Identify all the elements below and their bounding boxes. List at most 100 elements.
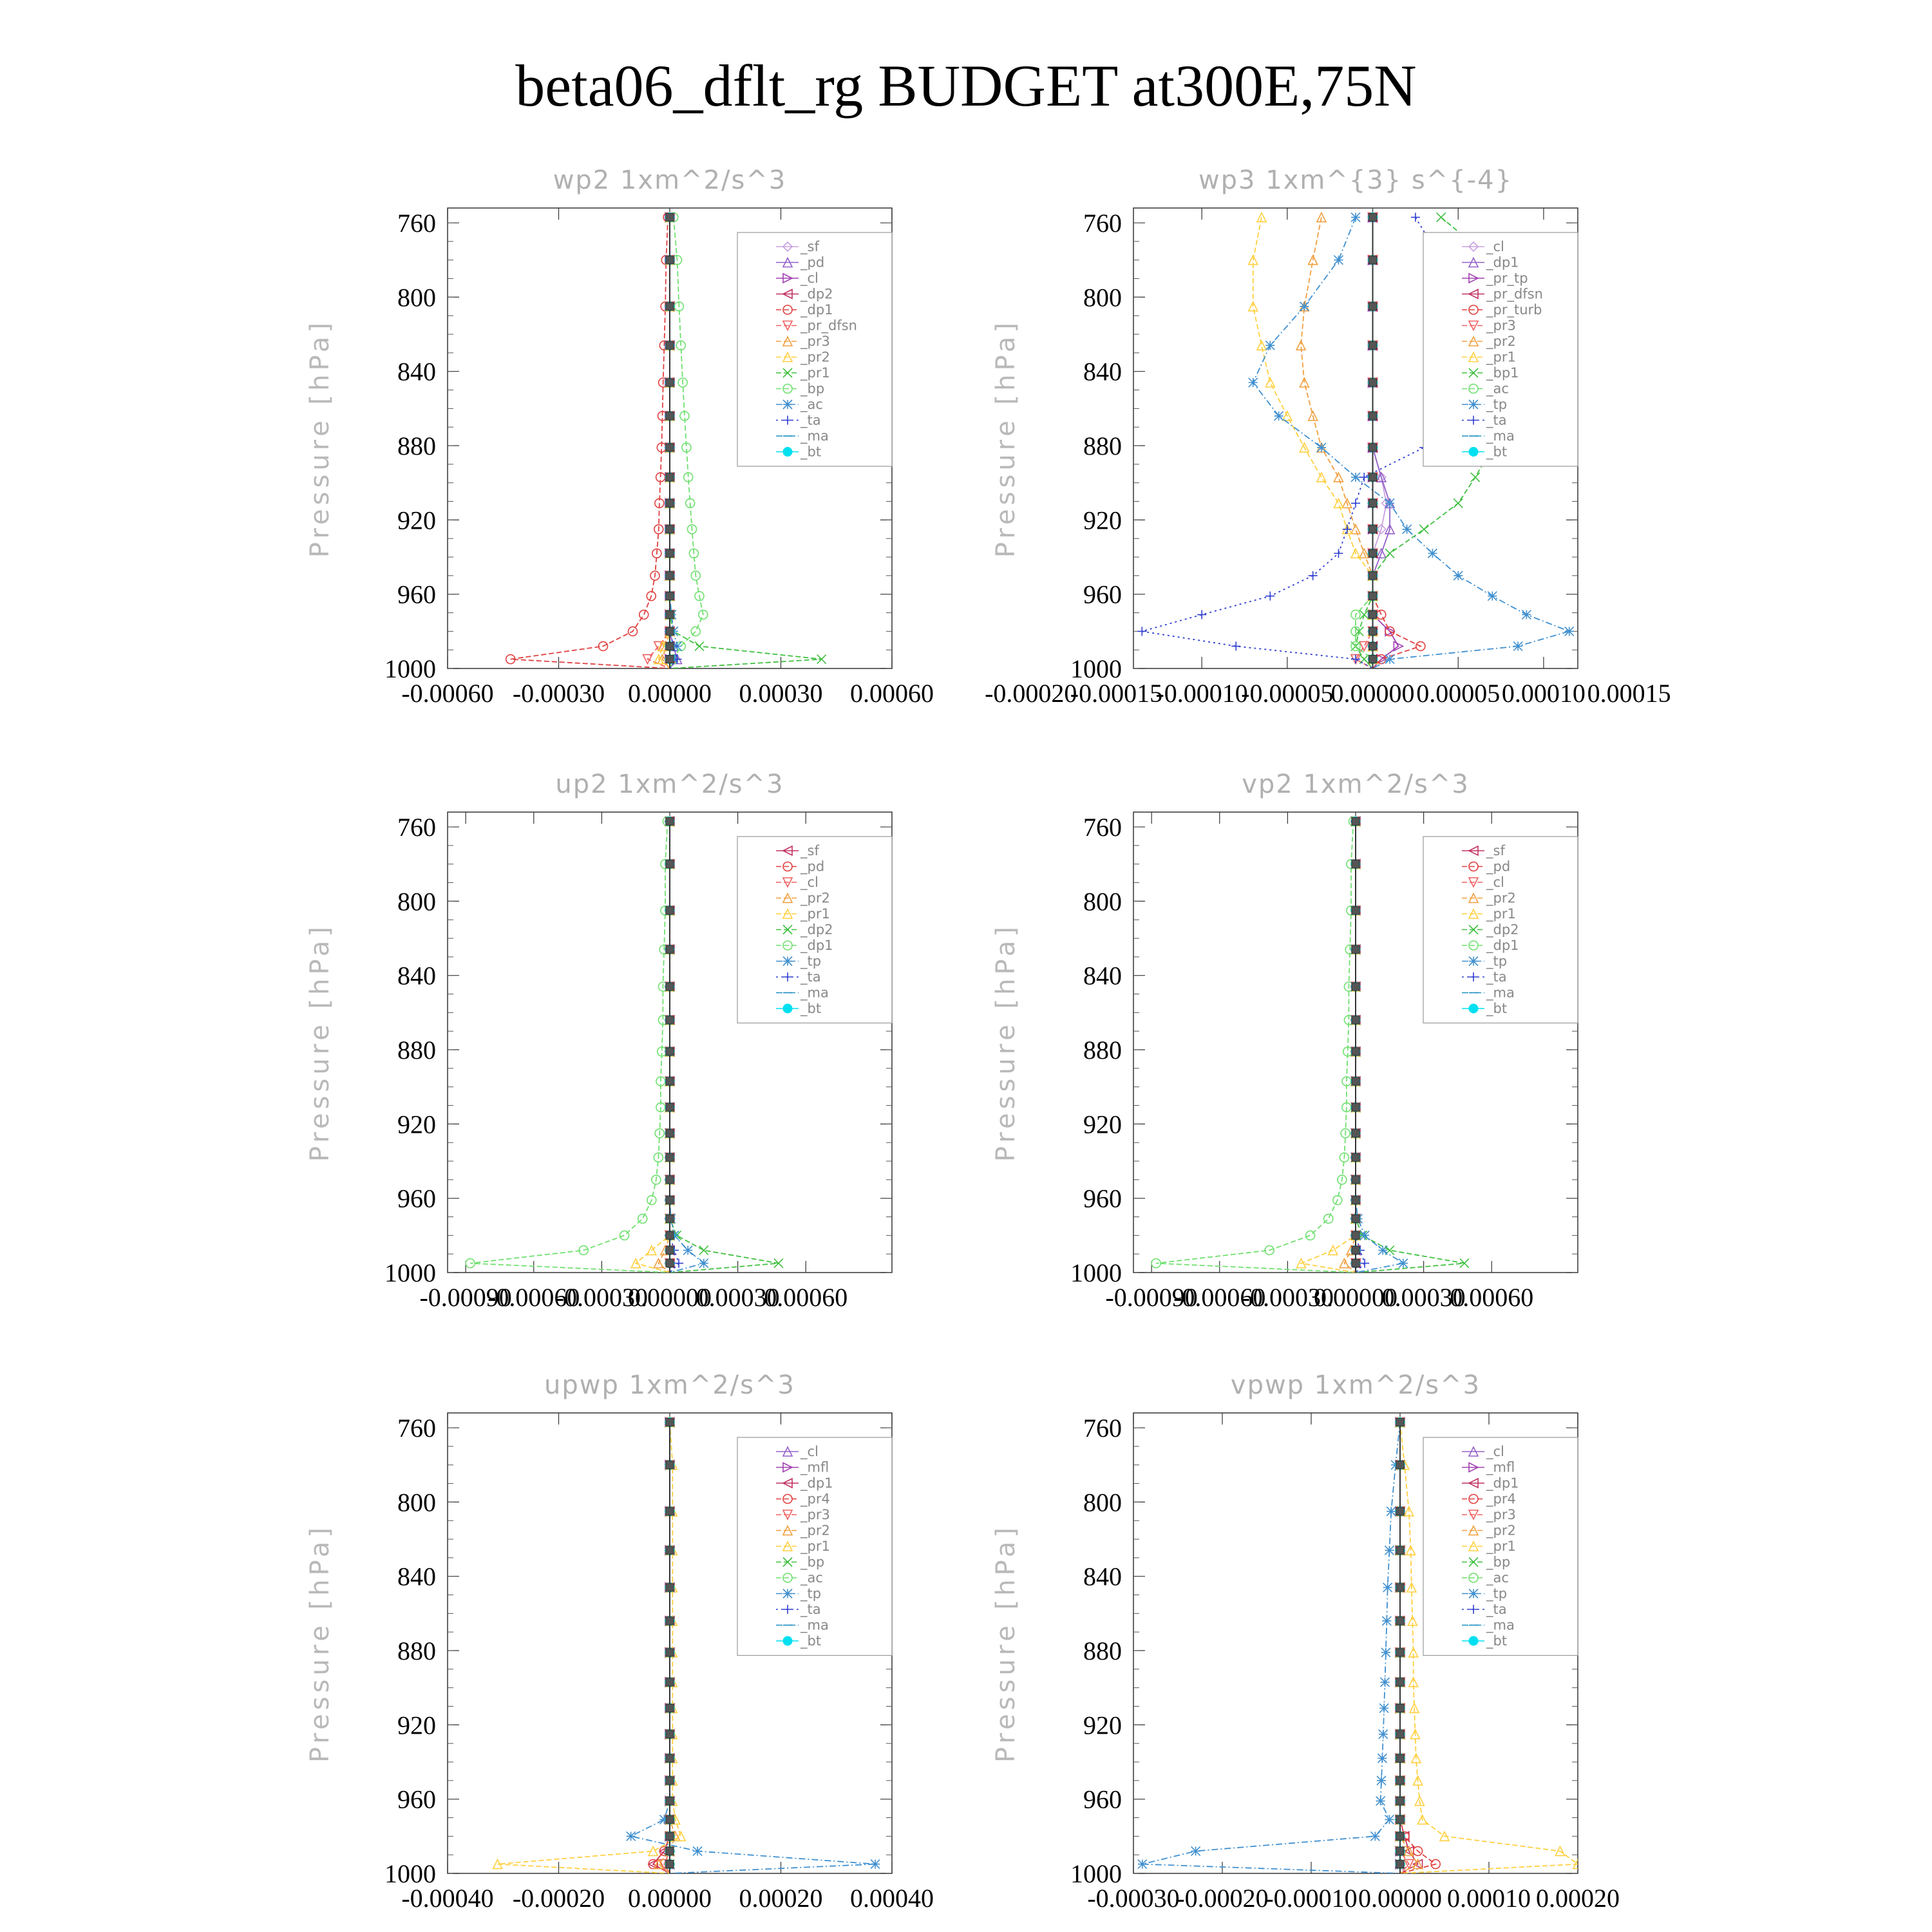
legend-label: _ta bbox=[1486, 413, 1507, 429]
legend-marker bbox=[1468, 892, 1479, 904]
data-point bbox=[1385, 548, 1395, 558]
chart-panel-2: wp3 1xm^{3} s^{-4} Pressure [hPa] 760 800 84… bbox=[985, 166, 1671, 708]
data-point bbox=[1410, 1752, 1422, 1764]
x-tick-label: 0.00020 bbox=[739, 1884, 823, 1913]
legend-marker bbox=[782, 336, 793, 346]
data-point bbox=[1368, 571, 1378, 580]
data-point bbox=[676, 340, 687, 351]
data-point bbox=[665, 1583, 674, 1592]
x-tick-label: 0.00000 bbox=[628, 679, 712, 708]
legend-marker bbox=[1468, 1510, 1479, 1520]
y-axis-label: Pressure [hPa] bbox=[991, 923, 1021, 1162]
legend-marker bbox=[782, 1636, 793, 1646]
data-point bbox=[665, 549, 674, 558]
data-point bbox=[1265, 377, 1276, 388]
legend-label: _cl bbox=[1486, 1444, 1504, 1460]
x-tick-label: 0.00000 bbox=[1331, 679, 1415, 708]
x-tick-label: -0.00005 bbox=[1241, 679, 1333, 708]
data-point bbox=[1351, 654, 1360, 664]
data-point bbox=[1453, 571, 1463, 581]
data-point bbox=[1396, 1846, 1405, 1855]
data-point bbox=[1337, 1175, 1347, 1185]
data-point bbox=[1351, 1153, 1360, 1162]
data-point bbox=[665, 256, 674, 265]
x-tick-label: 0.00005 bbox=[1416, 679, 1500, 708]
legend-marker bbox=[1468, 1524, 1479, 1536]
data-point bbox=[665, 571, 674, 580]
x-tick-label: -0.00040 bbox=[401, 1884, 493, 1913]
data-point bbox=[1351, 1196, 1360, 1205]
data-point bbox=[1351, 860, 1360, 869]
data-point bbox=[1350, 641, 1361, 652]
x-tick-label: 0.00020 bbox=[1536, 1884, 1620, 1913]
legend-label: _ta bbox=[1486, 1602, 1507, 1618]
data-point bbox=[677, 377, 688, 388]
data-point bbox=[665, 945, 674, 954]
y-tick-label: 1000 bbox=[1070, 654, 1122, 683]
y-tick-label: 800 bbox=[397, 887, 436, 916]
data-point bbox=[773, 1258, 784, 1269]
data-point bbox=[665, 302, 674, 311]
data-point bbox=[683, 1245, 693, 1255]
data-point bbox=[1368, 473, 1378, 482]
data-point bbox=[1378, 1245, 1388, 1255]
legend-marker bbox=[782, 1557, 793, 1567]
data-point bbox=[1402, 524, 1412, 535]
data-point bbox=[1403, 1845, 1415, 1857]
data-point bbox=[692, 1846, 703, 1856]
legend-marker bbox=[782, 908, 793, 919]
data-point bbox=[1307, 254, 1318, 265]
data-point bbox=[654, 498, 665, 509]
legend-marker bbox=[782, 383, 793, 394]
data-point bbox=[1264, 1245, 1275, 1256]
legend-marker bbox=[1468, 1477, 1479, 1489]
data-point bbox=[1327, 1244, 1339, 1256]
data-point bbox=[1333, 255, 1344, 265]
legend-label: _ta bbox=[800, 969, 821, 985]
data-point bbox=[665, 1546, 674, 1555]
data-point bbox=[1137, 627, 1147, 636]
data-point bbox=[1351, 1231, 1360, 1240]
data-point bbox=[665, 817, 674, 826]
data-point bbox=[1416, 641, 1426, 652]
y-tick-label: 760 bbox=[397, 813, 436, 842]
data-point bbox=[1396, 1703, 1405, 1712]
data-point bbox=[665, 1129, 674, 1138]
data-point bbox=[646, 591, 657, 601]
legend-label: _dp2 bbox=[1486, 922, 1519, 938]
data-point bbox=[1412, 1846, 1423, 1857]
legend-label: _pr4 bbox=[800, 1492, 830, 1508]
data-point bbox=[1351, 906, 1360, 915]
legend-label: _dp1 bbox=[1486, 938, 1519, 954]
x-tick-label: -0.00060 bbox=[401, 679, 493, 708]
data-point bbox=[817, 654, 827, 665]
data-point bbox=[1396, 1678, 1405, 1687]
legend-marker bbox=[782, 1510, 793, 1520]
legend-label: _bt bbox=[800, 444, 821, 460]
data-point bbox=[1396, 1754, 1405, 1763]
legend-marker bbox=[783, 415, 792, 425]
legend-marker bbox=[1468, 924, 1479, 935]
data-point bbox=[699, 1245, 709, 1255]
data-point bbox=[1351, 945, 1360, 954]
data-point bbox=[675, 1830, 687, 1842]
legend-box bbox=[737, 836, 893, 1024]
data-point bbox=[1386, 1506, 1396, 1517]
data-point bbox=[665, 473, 674, 482]
data-point bbox=[1385, 626, 1395, 637]
legend-marker bbox=[1468, 1540, 1479, 1551]
data-point bbox=[694, 641, 705, 651]
data-point bbox=[1256, 211, 1267, 223]
x-tick-label: -0.00060 bbox=[1173, 1283, 1265, 1312]
legend-marker bbox=[1468, 861, 1479, 872]
data-point bbox=[659, 1814, 669, 1824]
legend-label: _dp1 bbox=[1486, 255, 1519, 271]
data-point bbox=[1393, 641, 1405, 652]
y-tick-label: 840 bbox=[1083, 961, 1122, 990]
data-point bbox=[1351, 982, 1360, 991]
legend-label: _tp bbox=[800, 1586, 821, 1602]
data-point bbox=[1412, 1858, 1423, 1870]
legend-label: _pr_dfsn bbox=[1486, 287, 1543, 303]
data-point bbox=[1316, 471, 1327, 482]
legend-label: _pr1 bbox=[1486, 350, 1516, 366]
